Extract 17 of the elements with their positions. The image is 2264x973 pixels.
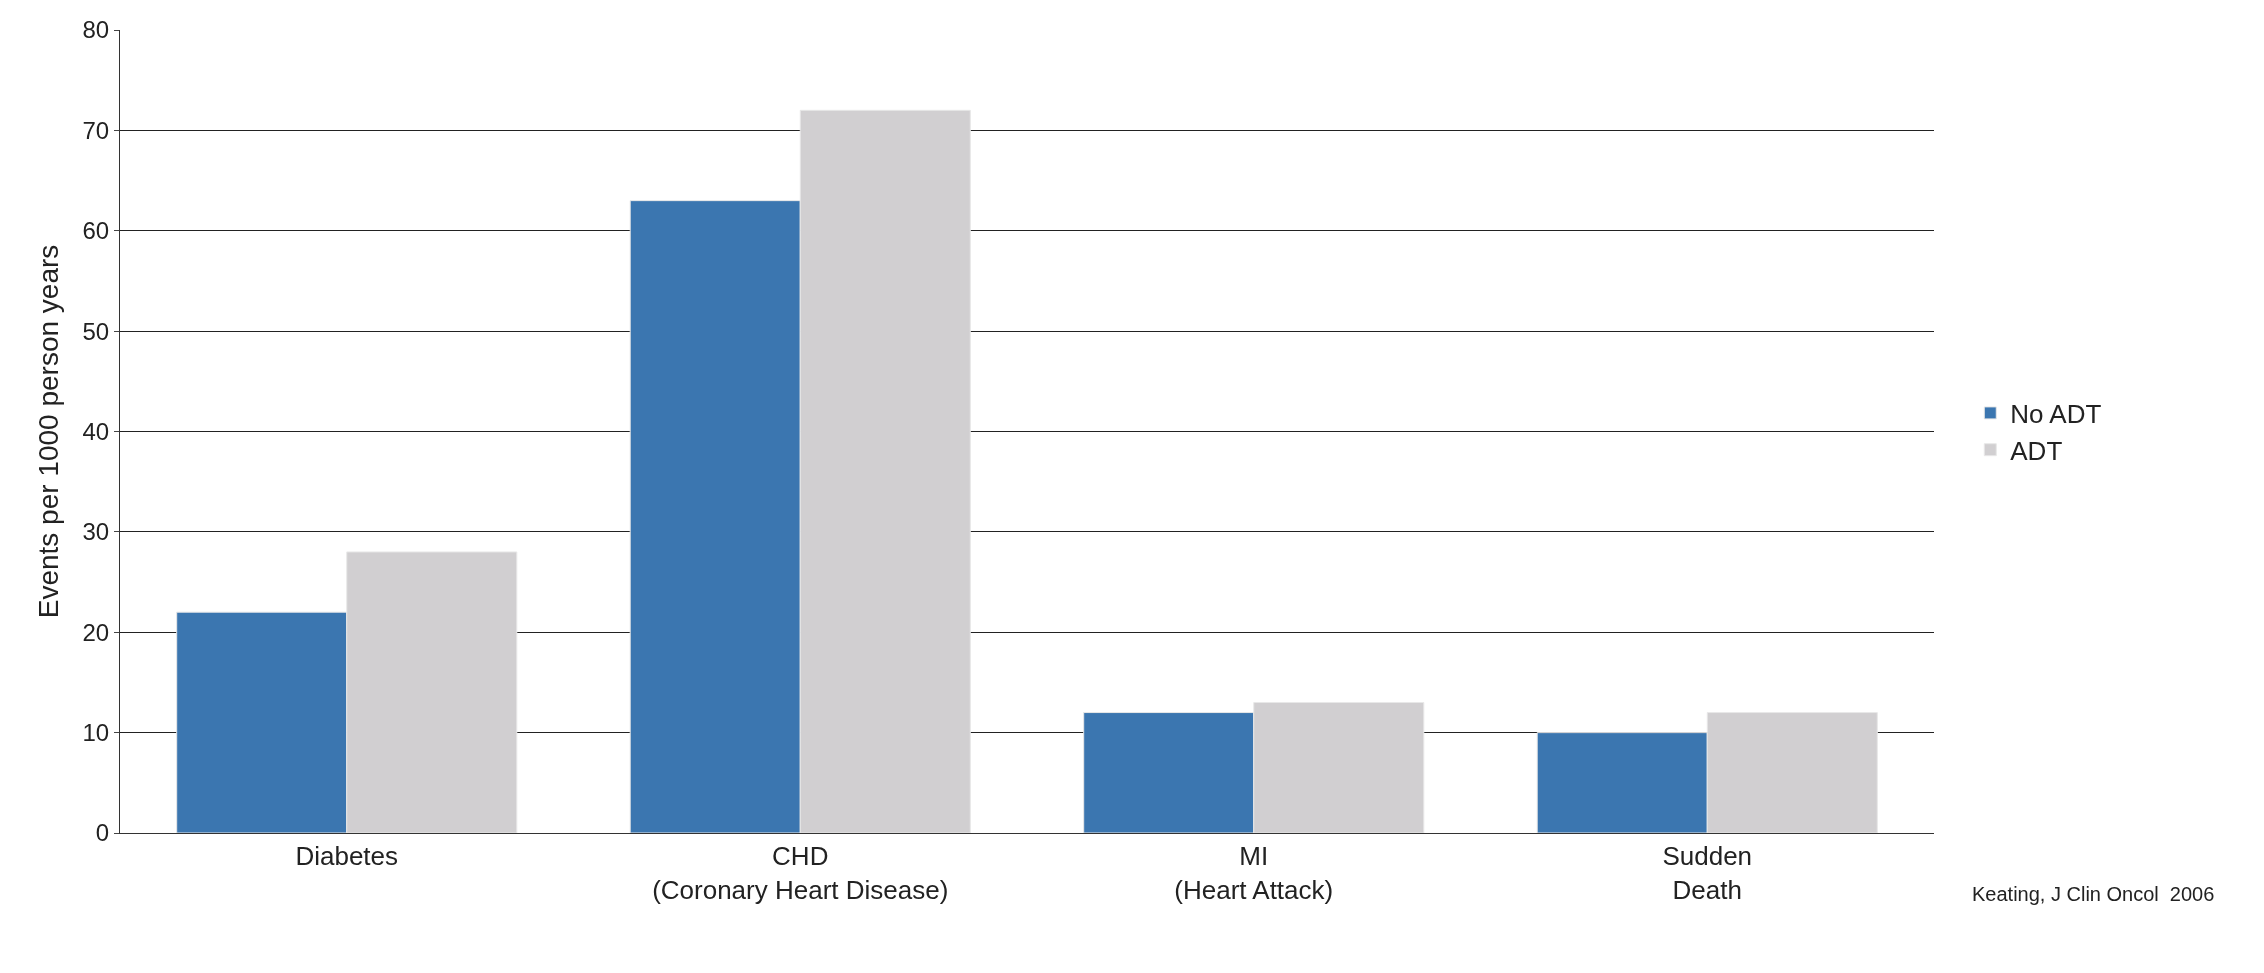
y-tick-label: 70 — [82, 116, 110, 144]
y-tick-label: 0 — [95, 819, 110, 847]
legend-label: ADT — [2010, 435, 2063, 466]
y-tick-label: 20 — [82, 618, 110, 646]
y-tick-label: 10 — [82, 719, 110, 747]
y-axis-title: Events per 1000 person years — [33, 244, 65, 619]
x-tick-label: Diabetes — [295, 841, 399, 872]
y-tick-label: 40 — [82, 417, 110, 445]
x-tick-label: MI (Heart Attack) — [1174, 841, 1334, 905]
y-tick-label: 30 — [82, 518, 110, 546]
x-tick-label: CHD (Coronary Heart Disease) — [652, 841, 949, 905]
y-tick-label: 50 — [82, 317, 110, 345]
text: Keating, J Clin Oncol 2006 — [1972, 883, 2215, 905]
x-tick-label: Sudden Death — [1662, 841, 1753, 905]
legend-label: No ADT — [2010, 399, 2102, 430]
y-tick-label: 60 — [82, 217, 110, 245]
y-tick-label: 80 — [82, 16, 110, 44]
